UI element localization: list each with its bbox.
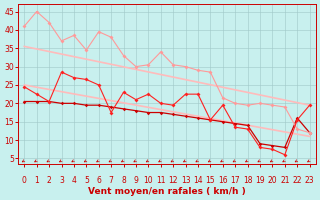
X-axis label: Vent moyen/en rafales ( km/h ): Vent moyen/en rafales ( km/h ): [88, 187, 246, 196]
